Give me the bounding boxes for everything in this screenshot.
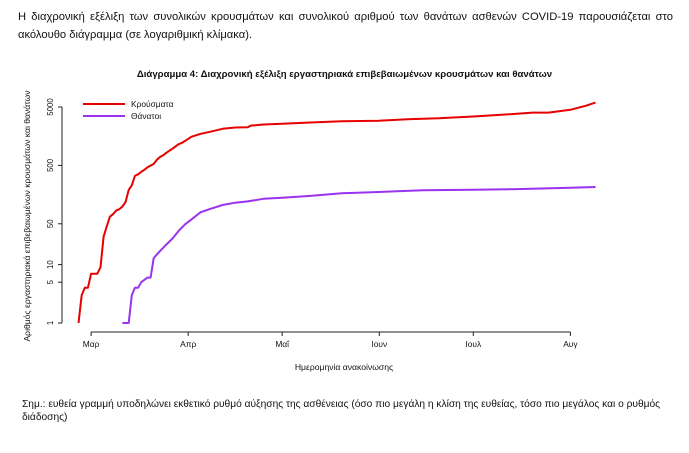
- y-tick-label: 1: [46, 321, 55, 325]
- y-tick-label: 50: [46, 219, 55, 228]
- legend: Κρούσματα Θάνατοι: [83, 99, 174, 121]
- x-tick-label: Μαρ: [83, 339, 100, 349]
- y-tick-label: 5000: [46, 98, 55, 116]
- legend-label: Θάνατοι: [131, 111, 161, 121]
- x-tick-label: Μαΐ: [275, 339, 290, 349]
- intro-paragraph: Η διαχρονική εξέλιξη των συνολικών κρουσ…: [18, 11, 673, 41]
- x-tick-label: Αυγ: [563, 339, 578, 349]
- x-axis-ticks: Μαρ Απρ Μαΐ Ιουν Ιουλ Αυγ: [83, 332, 578, 349]
- y-tick-label: 10: [46, 260, 55, 269]
- series-line-deaths: [122, 186, 596, 324]
- y-tick-label: 5: [46, 279, 55, 284]
- legend-label: Κρούσματα: [131, 99, 174, 109]
- plot-frame: [61, 107, 571, 333]
- series-line-cases: [77, 101, 596, 324]
- y-tick-label: 500: [46, 158, 55, 172]
- chart-title: Διάγραμμα 4: Διαχρονική εξέλιξη εργαστηρ…: [136, 69, 553, 80]
- y-axis-label: Αριθμός εργαστηριακά επιβεβαιωμένων κρου…: [22, 90, 32, 341]
- series-lines: [77, 101, 596, 324]
- footnote: Σημ.: ευθεία γραμμή υποδηλώνει εκθετικό …: [22, 399, 661, 423]
- x-tick-label: Απρ: [180, 339, 196, 349]
- x-axis-label: Ημερομηνία ανακοίνωσης: [295, 362, 393, 372]
- x-tick-label: Ιουλ: [465, 339, 482, 349]
- y-axis-ticks: 1 5 10 50 500 5000: [46, 98, 62, 325]
- x-tick-label: Ιουν: [371, 339, 387, 349]
